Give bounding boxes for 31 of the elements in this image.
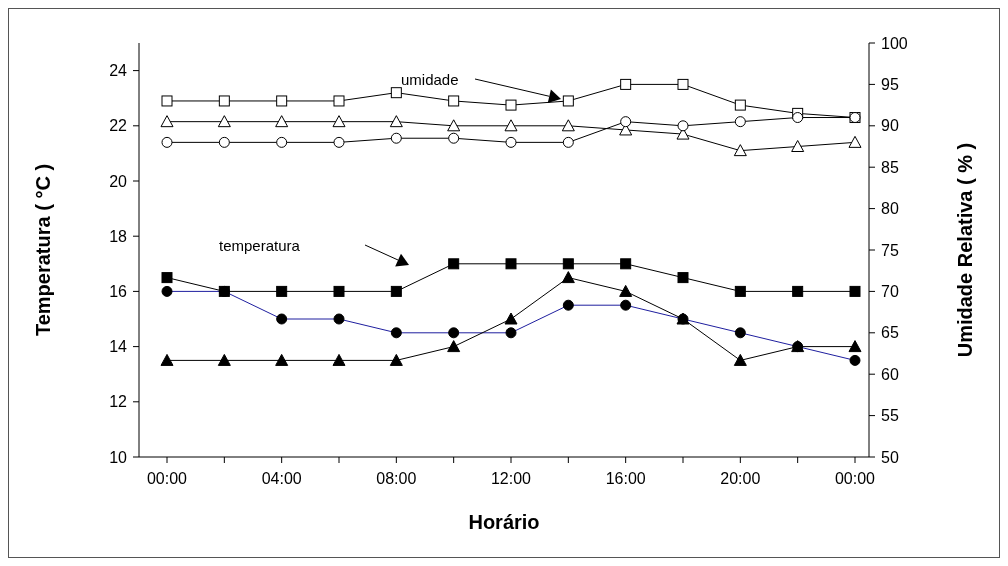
y2-tick-label: 95 bbox=[881, 76, 899, 94]
y2-tick-label: 85 bbox=[881, 158, 899, 176]
x-tick-label: 00:00 bbox=[834, 470, 876, 488]
y2-tick-label: 55 bbox=[881, 407, 899, 425]
y2-tick-label: 80 bbox=[881, 200, 899, 218]
x-axis-title: Horário bbox=[468, 511, 540, 533]
y-axis-title: Temperatura ( °C ) bbox=[32, 163, 55, 337]
y2-tick-label: 90 bbox=[881, 117, 899, 135]
y2-tick-label: 50 bbox=[881, 448, 899, 466]
x-tick-label: 00:00 bbox=[146, 470, 188, 488]
y-tick-label: 10 bbox=[109, 448, 128, 466]
y-tick-label: 12 bbox=[109, 393, 128, 411]
y-tick-label: 16 bbox=[109, 283, 128, 301]
y2-axis-title: Umidade Relativa ( % ) bbox=[954, 142, 977, 358]
x-tick-label: 08:00 bbox=[376, 470, 417, 488]
y-tick-label: 18 bbox=[109, 227, 128, 245]
y2-tick-label: 70 bbox=[881, 283, 899, 301]
x-tick-label: 12:00 bbox=[490, 470, 532, 488]
y-tick-label: 22 bbox=[109, 117, 128, 135]
annotation: temperatura bbox=[219, 237, 300, 254]
x-tick-label: 04:00 bbox=[261, 470, 302, 488]
y2-tick-label: 60 bbox=[881, 365, 899, 383]
x-tick-label: 16:00 bbox=[605, 470, 646, 488]
y2-tick-label: 100 bbox=[881, 34, 908, 52]
y-tick-label: 20 bbox=[109, 172, 128, 190]
x-tick-label: 20:00 bbox=[720, 470, 761, 488]
y2-tick-label: 75 bbox=[881, 241, 899, 259]
y-tick-label: 14 bbox=[109, 338, 128, 356]
annotation: umidade bbox=[401, 71, 459, 88]
y2-tick-label: 65 bbox=[881, 324, 899, 342]
y-tick-label: 24 bbox=[109, 62, 128, 80]
